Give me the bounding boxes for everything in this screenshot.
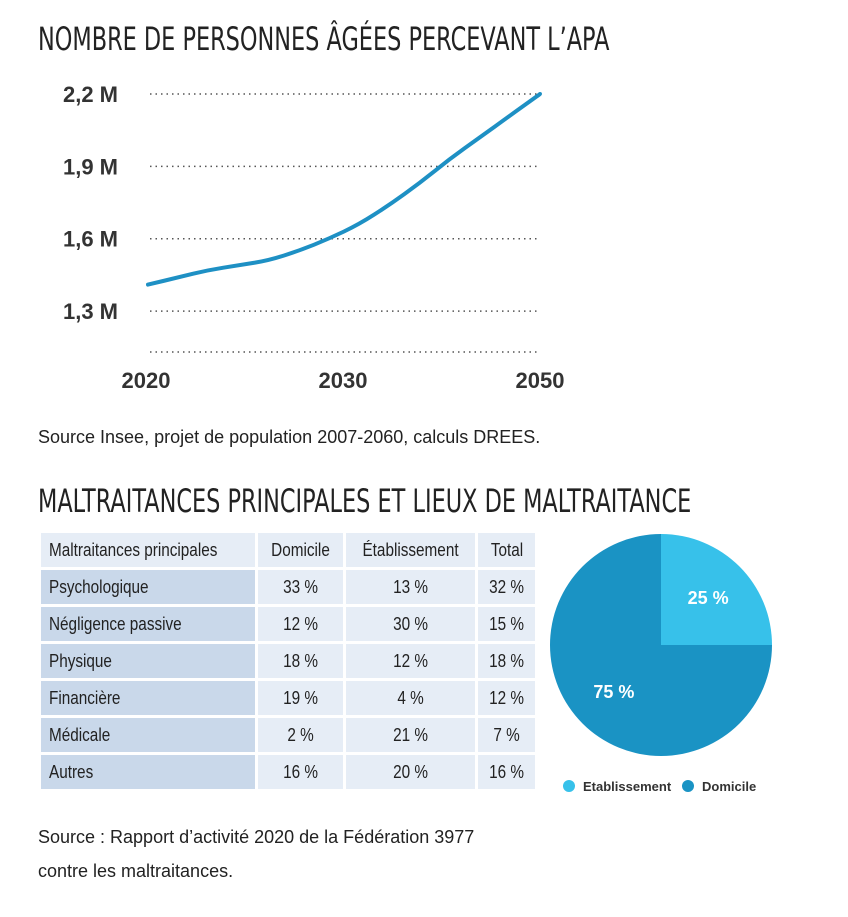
y-axis-ticks: 2,2 M 1,9 M 1,6 M 1,3 M bbox=[63, 82, 118, 324]
table-source-line1: Source : Rapport d’activité 2020 de la F… bbox=[38, 827, 475, 847]
x-tick-label: 2050 bbox=[516, 368, 565, 393]
pie-slice-etablissement bbox=[661, 534, 772, 645]
cell-value: 13 % bbox=[393, 576, 429, 597]
table-source: Source : Rapport d’activité 2020 de la F… bbox=[38, 820, 598, 888]
legend-label: Etablissement bbox=[583, 779, 672, 794]
cell-value: 16 % bbox=[489, 761, 525, 782]
row-label: Négligence passive bbox=[49, 613, 182, 634]
y-tick-label: 1,9 M bbox=[63, 154, 118, 179]
value-cell: 33 % bbox=[258, 570, 344, 604]
value-cell: 13 % bbox=[346, 570, 476, 604]
cell-value: 18 % bbox=[283, 650, 319, 671]
row-label: Financière bbox=[49, 687, 121, 708]
header-text: Domicile bbox=[271, 539, 330, 560]
y-tick-label: 1,3 M bbox=[63, 299, 118, 324]
row-label: Physique bbox=[49, 650, 112, 671]
value-cell: 16 % bbox=[478, 755, 536, 789]
cell-value: 4 % bbox=[397, 687, 424, 708]
table-section-title: MALTRAITANCES PRINCIPALES ET LIEUX DE MA… bbox=[38, 482, 692, 520]
line-chart-title: NOMBRE DE PERSONNES ÂGÉES PERCEVANT L’AP… bbox=[38, 20, 610, 58]
row-label: Psychologique bbox=[49, 576, 149, 597]
value-cell: 7 % bbox=[478, 718, 536, 752]
value-cell: 18 % bbox=[478, 644, 536, 678]
cell-value: 33 % bbox=[283, 576, 319, 597]
cell-value: 16 % bbox=[283, 761, 319, 782]
table-row: Physique 18 % 12 % 18 % bbox=[41, 644, 536, 678]
header-text: Maltraitances principales bbox=[49, 539, 218, 560]
line-chart-source: Source Insee, projet de population 2007-… bbox=[38, 427, 541, 447]
x-axis-ticks: 2020 2030 2050 bbox=[122, 368, 565, 393]
value-cell: 21 % bbox=[346, 718, 476, 752]
header-cell: Domicile bbox=[258, 533, 344, 567]
cell-value: 15 % bbox=[489, 613, 525, 634]
table-source-line2: contre les maltraitances. bbox=[38, 861, 234, 881]
pie-labels: 25 % 75 % bbox=[593, 588, 728, 702]
table-row: Autres 16 % 20 % 16 % bbox=[41, 755, 536, 789]
header-text: Total bbox=[490, 539, 523, 560]
cell-value: 2 % bbox=[287, 724, 314, 745]
pie-legend: Etablissement Domicile bbox=[563, 779, 756, 794]
cell-value: 12 % bbox=[393, 650, 429, 671]
abuse-table: Maltraitances principales Domicile Établ… bbox=[38, 530, 538, 792]
cell-value: 7 % bbox=[493, 724, 520, 745]
value-cell: 32 % bbox=[478, 570, 536, 604]
row-label: Autres bbox=[49, 761, 94, 782]
value-cell: 16 % bbox=[258, 755, 344, 789]
series-line bbox=[146, 92, 542, 287]
value-cell: 15 % bbox=[478, 607, 536, 641]
value-cell: 12 % bbox=[258, 607, 344, 641]
cell-value: 12 % bbox=[283, 613, 319, 634]
row-label-cell: Autres bbox=[41, 755, 256, 789]
y-tick-label: 1,6 M bbox=[63, 227, 118, 252]
cell-value: 21 % bbox=[393, 724, 429, 745]
y-grid bbox=[150, 93, 540, 353]
cell-value: 30 % bbox=[393, 613, 429, 634]
header-cell: Établissement bbox=[346, 533, 476, 567]
value-cell: 12 % bbox=[478, 681, 536, 715]
table-row: Négligence passive 12 % 30 % 15 % bbox=[41, 607, 536, 641]
value-cell: 18 % bbox=[258, 644, 344, 678]
line-chart: 2,2 M 1,9 M 1,6 M 1,3 M 2020 2030 2050 bbox=[63, 82, 565, 393]
value-cell: 30 % bbox=[346, 607, 476, 641]
y-tick-label: 2,2 M bbox=[63, 82, 118, 107]
legend-swatch bbox=[682, 780, 694, 792]
cell-value: 19 % bbox=[283, 687, 319, 708]
header-text: Établissement bbox=[362, 539, 459, 560]
table-header-row: Maltraitances principales Domicile Établ… bbox=[41, 533, 536, 567]
pie-slice-domicile bbox=[550, 534, 772, 756]
value-cell: 12 % bbox=[346, 644, 476, 678]
table-row: Médicale 2 % 21 % 7 % bbox=[41, 718, 536, 752]
cell-value: 12 % bbox=[489, 687, 525, 708]
legend-swatch bbox=[563, 780, 575, 792]
row-label-cell: Psychologique bbox=[41, 570, 256, 604]
value-cell: 20 % bbox=[346, 755, 476, 789]
header-cell: Maltraitances principales bbox=[41, 533, 256, 567]
value-cell: 19 % bbox=[258, 681, 344, 715]
value-cell: 4 % bbox=[346, 681, 476, 715]
row-label: Médicale bbox=[49, 724, 111, 745]
row-label-cell: Physique bbox=[41, 644, 256, 678]
cell-value: 18 % bbox=[489, 650, 525, 671]
header-cell: Total bbox=[478, 533, 536, 567]
row-label-cell: Négligence passive bbox=[41, 607, 256, 641]
table-row: Financière 19 % 4 % 12 % bbox=[41, 681, 536, 715]
cell-value: 32 % bbox=[489, 576, 525, 597]
pie-slices bbox=[550, 534, 772, 756]
pie-slice-label: 25 % bbox=[688, 588, 729, 608]
pie-chart: 25 % 75 % Etablissement Domicile bbox=[550, 534, 772, 794]
x-tick-label: 2020 bbox=[122, 368, 171, 393]
table-row: Psychologique 33 % 13 % 32 % bbox=[41, 570, 536, 604]
pie-slice-label: 75 % bbox=[593, 682, 634, 702]
row-label-cell: Financière bbox=[41, 681, 256, 715]
row-label-cell: Médicale bbox=[41, 718, 256, 752]
legend-label: Domicile bbox=[702, 779, 756, 794]
x-tick-label: 2030 bbox=[319, 368, 368, 393]
cell-value: 20 % bbox=[393, 761, 429, 782]
table-body: Psychologique 33 % 13 % 32 % Négligence pass… bbox=[41, 570, 536, 789]
value-cell: 2 % bbox=[258, 718, 344, 752]
